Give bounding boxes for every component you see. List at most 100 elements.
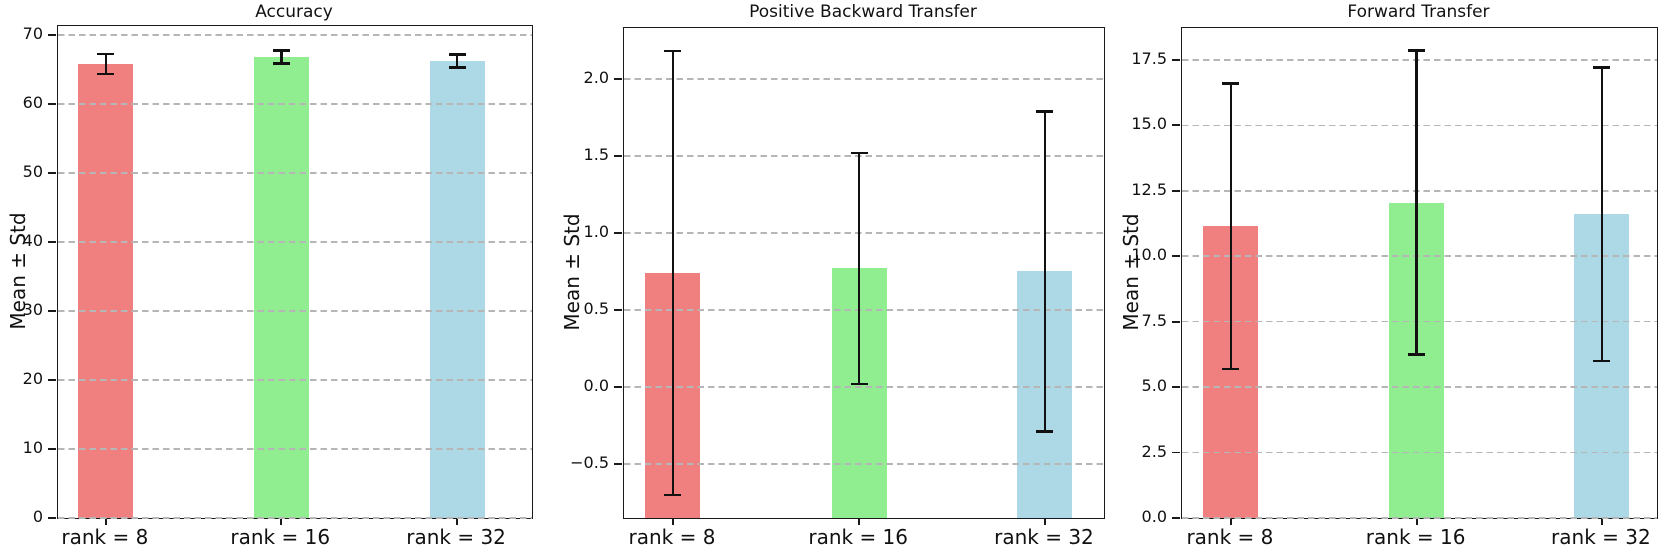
gridline bbox=[1182, 320, 1657, 323]
x-tick-label: rank = 16 bbox=[808, 525, 909, 549]
gridline bbox=[58, 379, 532, 381]
error-cap-top bbox=[1222, 82, 1240, 85]
gridline bbox=[624, 463, 1104, 465]
chart-title: Accuracy bbox=[255, 2, 333, 22]
y-tick-label: 40 bbox=[22, 230, 43, 250]
y-tick-mark bbox=[1172, 386, 1181, 389]
gridline bbox=[1182, 124, 1657, 127]
x-tick-label: rank = 16 bbox=[1365, 525, 1466, 549]
gridline bbox=[58, 103, 532, 105]
y-tick-label: 20 bbox=[22, 368, 43, 388]
y-tick-label: 2.5 bbox=[1141, 441, 1167, 461]
gridline bbox=[58, 172, 532, 174]
gridline bbox=[624, 309, 1104, 311]
y-tick-mark bbox=[48, 448, 57, 450]
gridline bbox=[58, 517, 532, 519]
error-cap-bottom bbox=[97, 72, 115, 76]
y-tick-mark bbox=[614, 77, 623, 80]
gridline bbox=[1182, 451, 1657, 454]
x-tick-label: rank = 8 bbox=[61, 525, 149, 549]
y-tick-mark bbox=[1172, 124, 1181, 127]
error-cap-bottom bbox=[272, 62, 290, 65]
plot-area bbox=[1172, 27, 1658, 525]
gridline bbox=[58, 241, 532, 243]
error-cap-bottom bbox=[448, 66, 466, 70]
y-tick-label: 50 bbox=[22, 161, 43, 181]
error-cap-bottom bbox=[1408, 353, 1426, 356]
error-bar-rank-8 bbox=[1229, 83, 1233, 369]
chart-title: Forward Transfer bbox=[1347, 2, 1490, 22]
y-tick-mark bbox=[1172, 320, 1181, 323]
gridline bbox=[1182, 386, 1657, 388]
y-tick-label: 12.5 bbox=[1131, 179, 1167, 199]
y-tick-label: 2.0 bbox=[583, 67, 609, 87]
error-cap-bottom bbox=[1593, 359, 1611, 363]
error-cap-bottom bbox=[1036, 430, 1054, 433]
y-tick-mark bbox=[48, 517, 57, 519]
x-tick-mark bbox=[1415, 518, 1418, 525]
bar-rank-32 bbox=[429, 61, 485, 518]
y-tick-label: 1.5 bbox=[583, 144, 609, 164]
error-cap-bottom bbox=[1222, 367, 1240, 371]
error-bar-rank-8 bbox=[671, 51, 675, 495]
y-tick-mark bbox=[48, 310, 57, 312]
error-cap-bottom bbox=[664, 493, 682, 497]
y-tick-label: 70 bbox=[22, 23, 43, 43]
y-tick-label: 0.5 bbox=[583, 298, 609, 318]
x-tick-mark bbox=[858, 518, 861, 525]
y-tick-label: 0.0 bbox=[583, 376, 609, 396]
y-tick-label: 15.0 bbox=[1131, 114, 1167, 134]
y-tick-mark bbox=[1172, 517, 1181, 519]
y-tick-mark bbox=[614, 386, 623, 388]
y-tick-mark bbox=[1172, 189, 1181, 192]
y-tick-label: 17.5 bbox=[1131, 48, 1167, 68]
gridline bbox=[1182, 59, 1657, 61]
error-cap-bottom bbox=[850, 382, 868, 386]
error-cap-top bbox=[97, 52, 115, 56]
x-tick-label: rank = 32 bbox=[406, 525, 506, 549]
x-tick-mark bbox=[1044, 518, 1046, 525]
y-tick-label: −0.5 bbox=[570, 453, 609, 473]
error-bar-rank-32 bbox=[1043, 111, 1047, 432]
y-tick-mark bbox=[614, 463, 623, 465]
y-tick-label: 1.0 bbox=[583, 221, 609, 241]
y-tick-mark bbox=[614, 309, 623, 311]
y-tick-label: 0.0 bbox=[1141, 507, 1167, 526]
y-tick-mark bbox=[1172, 255, 1181, 258]
x-tick-label: rank = 32 bbox=[1551, 525, 1651, 549]
error-bar-rank-32 bbox=[1600, 67, 1604, 361]
error-bar-rank-16 bbox=[1415, 50, 1418, 355]
y-tick-mark bbox=[614, 232, 623, 234]
y-tick-mark bbox=[48, 379, 57, 381]
x-tick-mark bbox=[1230, 518, 1232, 525]
error-cap-top bbox=[664, 49, 682, 53]
y-tick-mark bbox=[48, 34, 57, 36]
y-tick-mark bbox=[48, 103, 57, 105]
y-tick-mark bbox=[614, 154, 623, 157]
gridline bbox=[624, 386, 1104, 388]
gridline bbox=[1182, 517, 1657, 519]
x-tick-mark bbox=[456, 518, 458, 525]
x-tick-mark bbox=[280, 518, 283, 525]
plot-area bbox=[48, 25, 533, 525]
gridline bbox=[624, 232, 1104, 234]
gridline bbox=[1182, 190, 1657, 192]
gridline bbox=[58, 448, 532, 450]
x-tick-label: rank = 32 bbox=[994, 525, 1094, 549]
y-tick-label: 0 bbox=[32, 507, 43, 526]
gridline bbox=[58, 310, 532, 312]
x-tick-label: rank = 16 bbox=[230, 525, 331, 549]
error-cap-top bbox=[1408, 49, 1426, 53]
error-bar-rank-32 bbox=[455, 54, 459, 68]
error-bar-rank-16 bbox=[857, 152, 861, 384]
y-tick-label: 60 bbox=[22, 92, 43, 112]
y-tick-mark bbox=[48, 172, 57, 174]
error-bar-rank-16 bbox=[279, 50, 283, 64]
y-tick-mark bbox=[1172, 59, 1181, 61]
y-tick-label: 30 bbox=[22, 299, 43, 319]
x-tick-mark bbox=[1601, 518, 1603, 525]
